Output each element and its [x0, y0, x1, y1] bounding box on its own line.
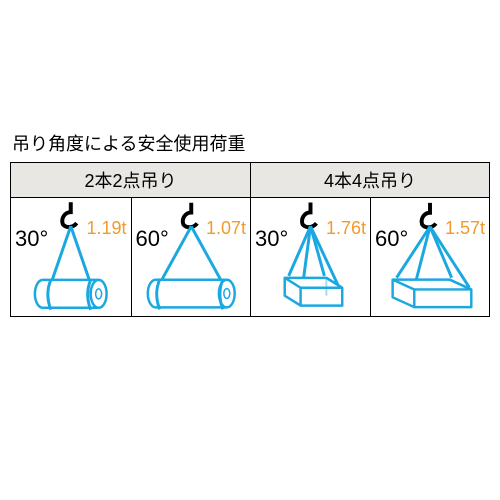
diagram-container: 吊り角度による安全使用荷重 2本2点吊り	[10, 130, 490, 317]
header-2point: 2本2点吊り	[11, 163, 250, 198]
angle-label: 60°	[136, 226, 169, 252]
cell-4pt-60: 60° 1.57t	[370, 198, 489, 316]
header-4point: 4本4点吊り	[251, 163, 489, 198]
load-label: 1.57t	[445, 218, 485, 239]
load-table: 2本2点吊り	[10, 162, 490, 317]
cell-2pt-30: 30° 1.19t	[11, 198, 131, 316]
cells-2point: 30° 1.19t	[11, 198, 250, 316]
sling-diagram-icon	[132, 198, 251, 316]
diagram-title: 吊り角度による安全使用荷重	[10, 130, 490, 156]
load-label: 1.19t	[86, 218, 126, 239]
sling-diagram-icon	[371, 198, 489, 316]
angle-label: 60°	[375, 226, 408, 252]
column-4point: 4本4点吊り	[250, 163, 489, 316]
sling-diagram-icon	[251, 198, 370, 316]
cell-2pt-60: 60° 1.07t	[131, 198, 251, 316]
cells-4point: 30° 1.76t	[251, 198, 489, 316]
sling-diagram-icon	[11, 198, 131, 316]
angle-label: 30°	[255, 226, 288, 252]
load-label: 1.76t	[326, 218, 366, 239]
cell-4pt-30: 30° 1.76t	[251, 198, 370, 316]
angle-label: 30°	[15, 226, 48, 252]
load-label: 1.07t	[206, 218, 246, 239]
column-2point: 2本2点吊り	[11, 163, 250, 316]
